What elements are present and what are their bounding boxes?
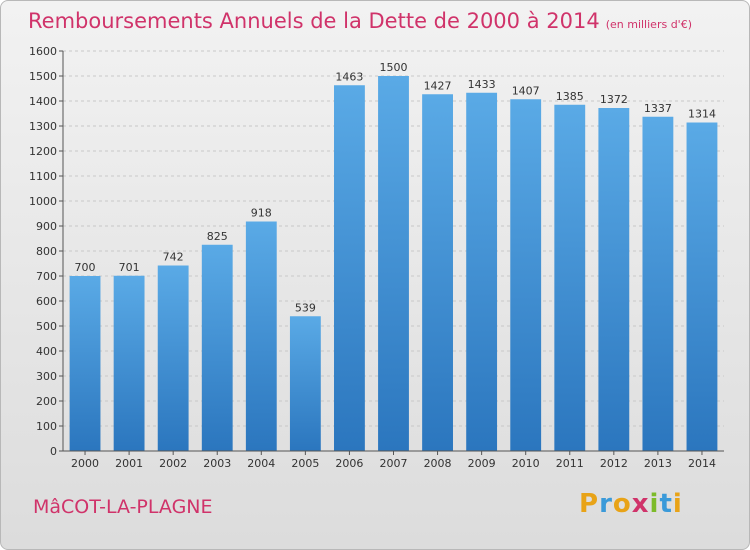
bar-2002 xyxy=(157,265,189,451)
y-tick-label: 100 xyxy=(36,420,57,433)
bar-2013 xyxy=(642,116,674,451)
y-tick-label: 1100 xyxy=(29,170,57,183)
data-label-2013: 1337 xyxy=(644,102,672,115)
bar-2003 xyxy=(201,244,233,451)
logo-letter: t xyxy=(659,489,673,519)
x-tick-label-2014: 2014 xyxy=(688,457,716,470)
x-tick-label-2003: 2003 xyxy=(203,457,231,470)
bar-2005 xyxy=(289,316,321,451)
y-tick-label: 1000 xyxy=(29,195,57,208)
x-tick-label-2008: 2008 xyxy=(424,457,452,470)
y-tick-label: 1500 xyxy=(29,70,57,83)
logo-letter: x xyxy=(631,489,650,519)
data-label-2014: 1314 xyxy=(688,108,716,121)
y-tick-label: 400 xyxy=(36,345,57,358)
data-label-2007: 1500 xyxy=(380,61,408,74)
x-tick-label-2010: 2010 xyxy=(512,457,540,470)
bar-2012 xyxy=(598,108,630,451)
x-tick-label-2007: 2007 xyxy=(380,457,408,470)
y-tick-label: 600 xyxy=(36,295,57,308)
data-label-2005: 539 xyxy=(295,301,316,314)
y-tick-label: 1400 xyxy=(29,95,57,108)
bar-2014 xyxy=(686,122,718,451)
bar-2007 xyxy=(378,76,409,451)
chart-title-text: Remboursements Annuels de la Dette de 20… xyxy=(28,9,600,33)
data-label-2004: 918 xyxy=(251,207,272,220)
commune-name: MâCOT-LA-PLAGNE xyxy=(33,496,213,518)
y-tick-label: 1600 xyxy=(29,45,57,58)
bar-2006 xyxy=(334,85,365,451)
proxiti-logo: Proxiti xyxy=(579,489,683,519)
bar-2010 xyxy=(510,99,542,451)
data-label-2012: 1372 xyxy=(600,93,628,106)
data-label-2010: 1407 xyxy=(512,84,540,97)
x-tick-label-2009: 2009 xyxy=(468,457,496,470)
y-tick-label: 0 xyxy=(50,445,57,458)
data-label-2009: 1433 xyxy=(468,78,496,91)
logo-letter: o xyxy=(612,489,632,519)
y-tick-label: 900 xyxy=(36,220,57,233)
y-tick-label: 1200 xyxy=(29,145,57,158)
y-tick-label: 700 xyxy=(36,270,57,283)
x-tick-label-2006: 2006 xyxy=(335,457,363,470)
y-tick-label: 1300 xyxy=(29,120,57,133)
bar-2000 xyxy=(69,276,101,451)
bar-2004 xyxy=(245,221,277,451)
y-axis: 0 100 200 300 400 500 600 700 800 900 1000 1100 1200… xyxy=(29,45,64,458)
bar-2009 xyxy=(466,92,498,451)
x-axis: 2000 2001 2002 2003 2004 2005 2006 2007 2008 2009… xyxy=(63,450,724,470)
logo-letter: P xyxy=(579,489,600,519)
bar-2001 xyxy=(113,275,145,451)
x-tick-label-2011: 2011 xyxy=(556,457,584,470)
x-tick-label-2001: 2001 xyxy=(115,457,143,470)
bars xyxy=(69,76,718,451)
chart-title: Remboursements Annuels de la Dette de 20… xyxy=(28,9,692,33)
logo-letter: i xyxy=(649,489,660,519)
x-tick-label-2002: 2002 xyxy=(159,457,187,470)
unit-label: (en milliers d'€) xyxy=(605,18,692,31)
data-label-2001: 701 xyxy=(119,261,140,274)
x-tick-label-2005: 2005 xyxy=(291,457,319,470)
y-tick-label: 200 xyxy=(36,395,57,408)
y-tick-label: 300 xyxy=(36,370,57,383)
data-label-2000: 700 xyxy=(75,261,96,274)
bar-2011 xyxy=(554,104,586,451)
x-tick-label-2012: 2012 xyxy=(600,457,628,470)
data-label-2011: 1385 xyxy=(556,90,584,103)
data-label-2002: 742 xyxy=(163,251,184,264)
logo-letter: i xyxy=(672,489,683,519)
x-tick-label-2004: 2004 xyxy=(247,457,275,470)
data-labels: 700 701 742 825 918 539 1463 1500 1427 1433 1407 13… xyxy=(75,61,716,314)
data-label-2008: 1427 xyxy=(424,79,452,92)
data-label-2003: 825 xyxy=(207,230,228,243)
bar-2008 xyxy=(422,94,453,451)
data-label-2006: 1463 xyxy=(335,70,363,83)
y-tick-label: 800 xyxy=(36,245,57,258)
y-tick-label: 500 xyxy=(36,320,57,333)
logo-letter: r xyxy=(599,489,613,519)
x-tick-label-2013: 2013 xyxy=(644,457,672,470)
x-tick-label-2000: 2000 xyxy=(71,457,99,470)
